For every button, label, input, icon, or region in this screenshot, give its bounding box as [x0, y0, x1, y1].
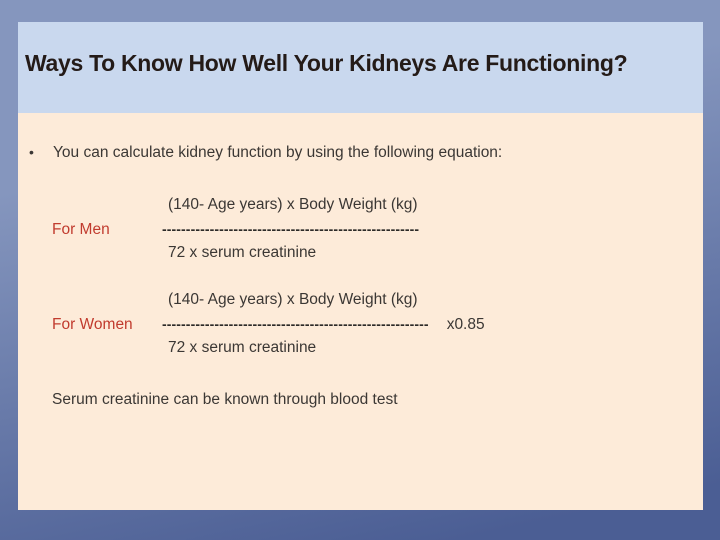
bullet-icon: • — [29, 144, 34, 160]
slide-title: Ways To Know How Well Your Kidneys Are F… — [25, 50, 628, 76]
formula-women: (140- Age years) x Body Weight (kg) For … — [52, 288, 485, 360]
formula-women-divider: ----------------------------------------… — [162, 316, 429, 332]
formula-women-numerator: (140- Age years) x Body Weight (kg) — [168, 291, 418, 308]
note-text: Serum creatinine can be known through bl… — [52, 391, 398, 408]
formula-men-middle-row: For Men --------------------------------… — [52, 217, 419, 241]
formula-men-divider: ----------------------------------------… — [162, 221, 420, 237]
formula-men-denominator: 72 x serum creatinine — [168, 244, 317, 261]
slide-header: Ways To Know How Well Your Kidneys Are F… — [18, 22, 703, 113]
formula-women-label: For Women — [52, 316, 133, 333]
slide-content: • You can calculate kidney function by u… — [18, 113, 703, 510]
formula-men: (140- Age years) x Body Weight (kg) For … — [52, 193, 419, 265]
formula-women-middle-row: For Women ------------------------------… — [52, 312, 485, 336]
formula-women-denominator: 72 x serum creatinine — [168, 339, 317, 356]
formula-women-multiplier: x0.85 — [446, 316, 485, 333]
slide: Ways To Know How Well Your Kidneys Are F… — [18, 22, 703, 510]
bullet-item: • You can calculate kidney function by u… — [29, 144, 502, 162]
formula-men-numerator: (140- Age years) x Body Weight (kg) — [168, 196, 418, 213]
bullet-text: You can calculate kidney function by usi… — [53, 144, 503, 161]
formula-men-label: For Men — [52, 221, 110, 238]
